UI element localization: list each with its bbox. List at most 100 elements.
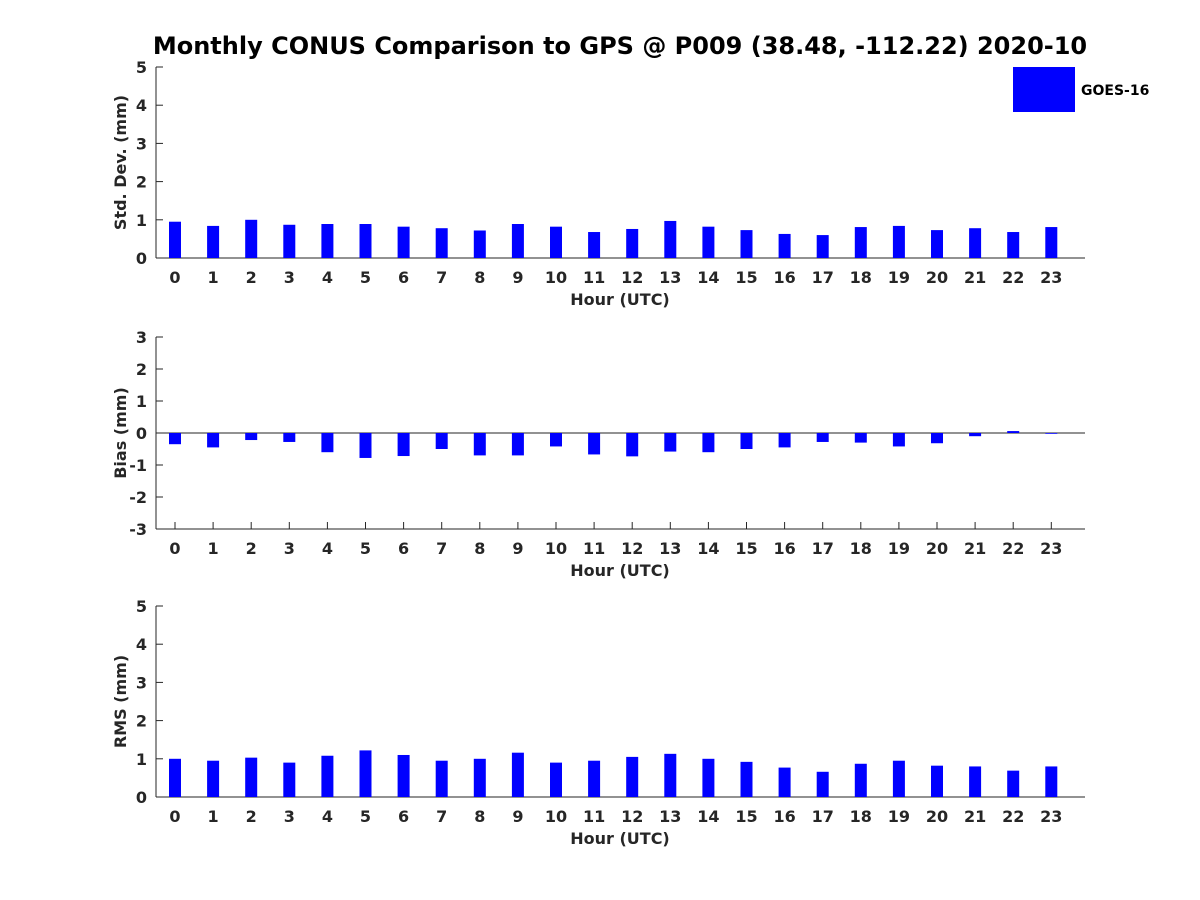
bar-bias-6: [397, 433, 410, 457]
x-tick-label: 14: [697, 539, 719, 558]
y-tick-label: -1: [129, 456, 147, 475]
x-tick-label: 19: [888, 268, 910, 287]
x-tick-label: 5: [360, 268, 371, 287]
x-tick-label: 0: [169, 268, 180, 287]
bar-bias-14: [702, 433, 715, 453]
x-tick-label: 21: [964, 539, 986, 558]
x-tick-label: 0: [169, 539, 180, 558]
x-tick-label: 8: [474, 539, 485, 558]
x-tick-label: 4: [322, 807, 333, 826]
bar-rms-22: [1007, 770, 1020, 797]
x-tick-label: 3: [284, 268, 295, 287]
bar-std-dev-4: [321, 224, 334, 258]
bar-rms-17: [816, 771, 829, 797]
bar-std-dev-3: [283, 224, 296, 258]
bar-std-dev-6: [397, 226, 410, 258]
x-tick-label: 7: [436, 539, 447, 558]
y-tick-label: 1: [136, 211, 147, 230]
x-tick-label: 9: [512, 268, 523, 287]
x-axis-label: Hour (UTC): [570, 561, 670, 580]
bar-bias-18: [854, 433, 867, 443]
bar-std-dev-19: [892, 225, 905, 258]
bar-rms-21: [969, 766, 982, 797]
bar-rms-12: [626, 756, 639, 797]
y-tick-label: 2: [136, 173, 147, 192]
bar-std-dev-0: [169, 221, 181, 258]
y-tick-label: 0: [136, 424, 147, 443]
bar-rms-19: [892, 760, 905, 797]
bar-rms-13: [664, 753, 677, 797]
x-tick-label: 2: [246, 268, 257, 287]
x-tick-label: 11: [583, 539, 605, 558]
bar-rms-1: [207, 760, 220, 797]
x-tick-label: 22: [1002, 539, 1024, 558]
x-tick-label: 6: [398, 268, 409, 287]
bar-std-dev-18: [854, 227, 867, 258]
y-tick-label: 3: [136, 134, 147, 153]
y-tick-label: 5: [136, 597, 147, 616]
bar-bias-13: [664, 433, 677, 452]
y-tick-label: 0: [136, 788, 147, 807]
x-tick-label: 21: [964, 807, 986, 826]
bar-std-dev-9: [511, 224, 524, 258]
bar-rms-11: [588, 760, 601, 797]
x-tick-label: 23: [1040, 807, 1062, 826]
bar-bias-9: [511, 433, 524, 456]
x-tick-label: 13: [659, 539, 681, 558]
x-tick-label: 12: [621, 807, 643, 826]
x-tick-label: 0: [169, 807, 180, 826]
x-tick-label: 5: [360, 807, 371, 826]
bar-std-dev-21: [969, 228, 982, 258]
x-tick-label: 20: [926, 539, 948, 558]
x-tick-label: 13: [659, 807, 681, 826]
y-axis-label: Bias (mm): [111, 387, 130, 479]
bar-bias-5: [359, 433, 372, 458]
bar-rms-2: [245, 757, 258, 797]
x-tick-label: 19: [888, 539, 910, 558]
y-tick-label: 4: [136, 96, 147, 115]
x-tick-label: 15: [735, 807, 757, 826]
bar-rms-23: [1045, 766, 1058, 797]
y-axis-label: Std. Dev. (mm): [111, 95, 130, 230]
x-tick-label: 4: [322, 539, 333, 558]
x-tick-label: 16: [773, 539, 795, 558]
y-tick-label: 2: [136, 712, 147, 731]
x-tick-label: 23: [1040, 268, 1062, 287]
bar-std-dev-5: [359, 224, 372, 258]
bar-bias-16: [778, 433, 791, 448]
bar-bias-17: [816, 433, 829, 442]
x-tick-label: 20: [926, 807, 948, 826]
y-tick-label: 3: [136, 328, 147, 347]
x-tick-label: 20: [926, 268, 948, 287]
bar-std-dev-10: [550, 226, 562, 258]
x-tick-label: 18: [850, 807, 872, 826]
x-tick-label: 16: [773, 807, 795, 826]
y-tick-label: -3: [129, 520, 147, 539]
x-tick-label: 16: [773, 268, 795, 287]
bar-rms-15: [740, 761, 753, 797]
x-tick-label: 11: [583, 268, 605, 287]
y-tick-label: 0: [136, 249, 147, 268]
bar-rms-9: [511, 752, 524, 797]
x-tick-label: 1: [208, 807, 219, 826]
x-tick-label: 17: [812, 807, 834, 826]
x-tick-label: 9: [512, 539, 523, 558]
x-tick-label: 17: [812, 539, 834, 558]
x-tick-label: 4: [322, 268, 333, 287]
x-tick-label: 23: [1040, 539, 1062, 558]
x-tick-label: 14: [697, 268, 719, 287]
y-tick-label: 4: [136, 635, 147, 654]
x-tick-label: 12: [621, 268, 643, 287]
bar-bias-10: [550, 433, 562, 447]
bar-bias-21: [969, 433, 982, 437]
bar-bias-7: [435, 433, 448, 449]
x-tick-label: 22: [1002, 807, 1024, 826]
x-tick-label: 18: [850, 539, 872, 558]
y-tick-label: 1: [136, 392, 147, 411]
bar-bias-0: [169, 433, 181, 445]
x-tick-label: 10: [545, 807, 567, 826]
x-tick-label: 12: [621, 539, 643, 558]
x-axis-label: Hour (UTC): [570, 290, 670, 309]
bar-rms-0: [169, 758, 181, 797]
